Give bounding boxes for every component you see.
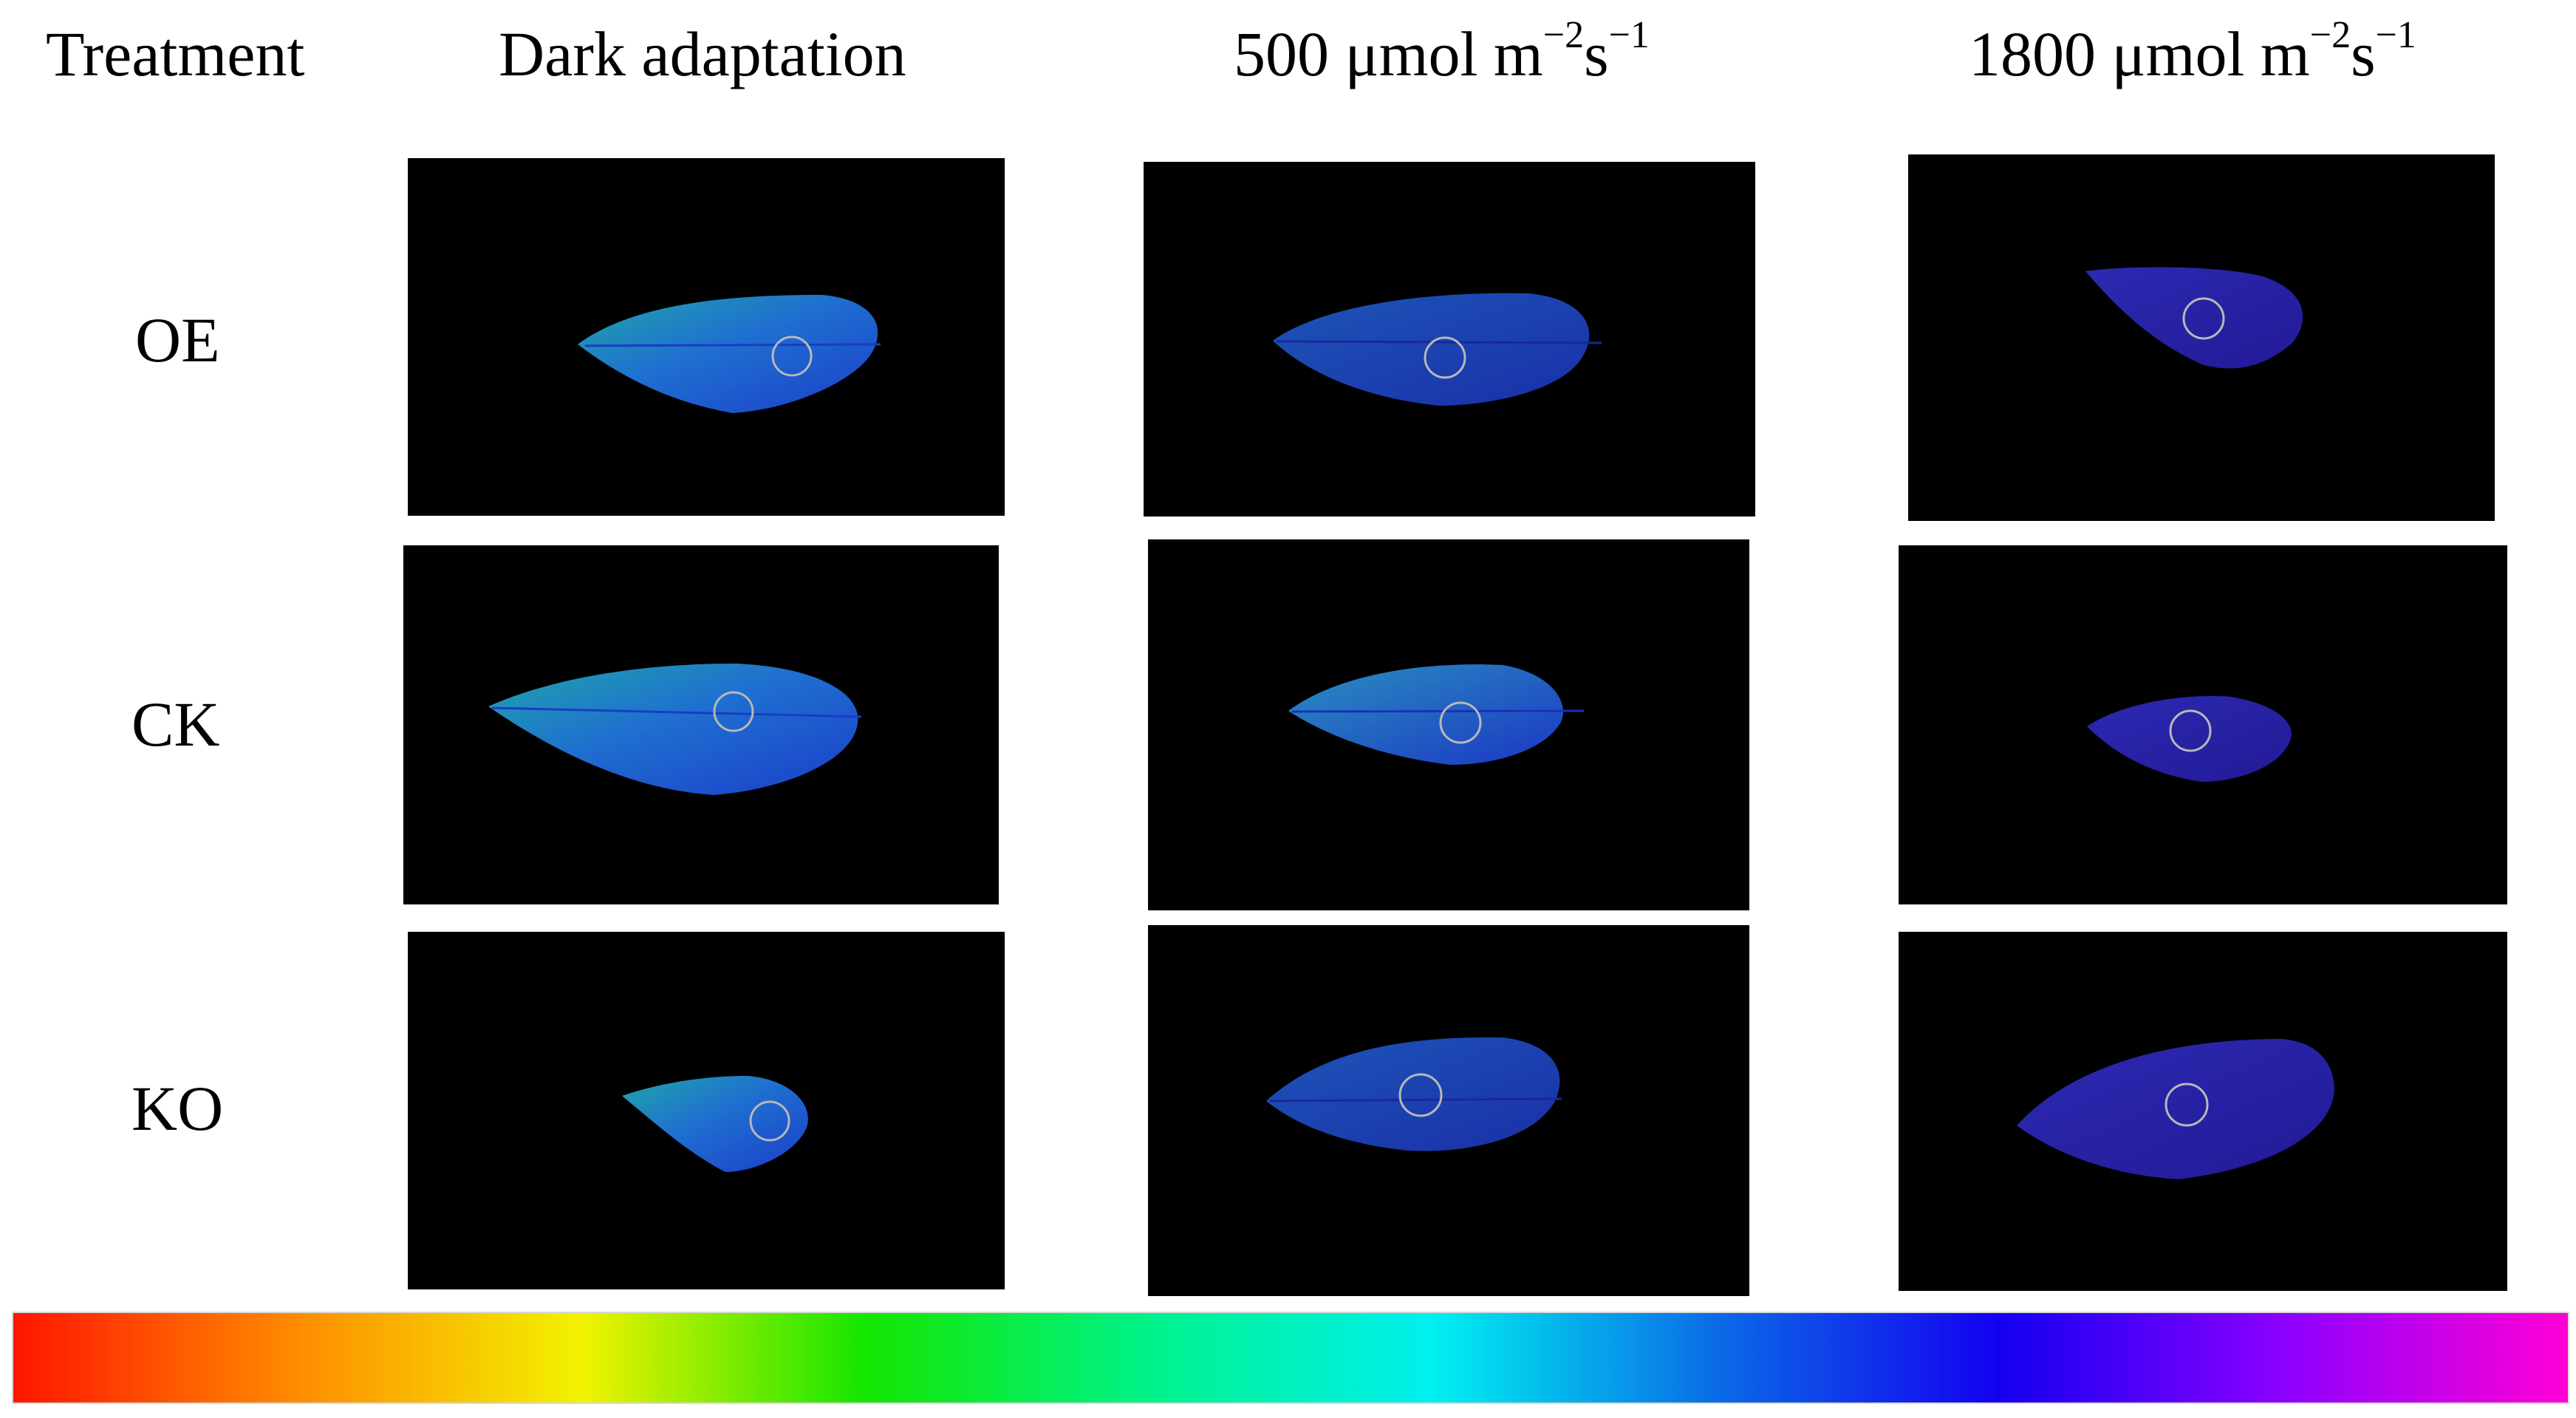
leaf-ko-1800 — [2017, 1039, 2334, 1179]
header-1800-umol: 1800 μmol m−2s−1 — [1969, 13, 2416, 95]
image-ko-dark-adaptation — [408, 932, 1005, 1289]
header-500-main: 500 μmol m — [1234, 18, 1543, 89]
image-ck-500-umol — [1148, 539, 1749, 910]
image-ck-1800-umol — [1899, 545, 2507, 904]
header-dark-adaptation: Dark adaptation — [499, 18, 906, 89]
row-label-oe: OE — [135, 304, 220, 375]
header-500-sup1: −2 — [1542, 14, 1585, 56]
header-500-sup2: −1 — [1608, 14, 1650, 56]
aoi-circle — [1424, 336, 1466, 379]
aoi-circle — [2169, 709, 2212, 752]
image-oe-1800-umol — [1908, 154, 2495, 521]
image-ko-1800-umol — [1899, 932, 2507, 1291]
aoi-circle — [771, 335, 813, 377]
header-1800-mid: s — [2351, 18, 2376, 89]
leaf-oe-500 — [1273, 293, 1590, 406]
leaf-ck-dark — [488, 664, 858, 795]
aoi-circle — [2165, 1083, 2209, 1127]
image-oe-dark-adaptation — [408, 158, 1005, 516]
header-500-umol: 500 μmol m−2s−1 — [1234, 13, 1650, 95]
image-ko-500-umol — [1148, 925, 1749, 1296]
header-1800-sup2: −1 — [2375, 14, 2416, 56]
aoi-circle — [713, 691, 754, 732]
row-label-ck: CK — [131, 689, 220, 760]
header-treatment: Treatment — [46, 18, 305, 89]
aoi-circle — [749, 1100, 790, 1142]
row-label-ko: KO — [131, 1073, 224, 1144]
image-ck-dark-adaptation — [403, 545, 999, 904]
leaf-ck-500 — [1288, 664, 1563, 765]
color-scale-bar — [12, 1312, 2569, 1404]
aoi-circle — [2182, 297, 2225, 340]
leaf-ck-1800 — [2087, 696, 2292, 782]
header-1800-sup1: −2 — [2309, 14, 2351, 56]
aoi-circle — [1439, 701, 1482, 744]
aoi-circle — [1398, 1073, 1443, 1117]
image-oe-500-umol — [1144, 162, 1755, 517]
leaf-ko-dark — [622, 1076, 808, 1172]
leaf-oe-dark — [578, 295, 878, 413]
header-500-mid: s — [1584, 18, 1609, 89]
leaf-ko-500 — [1266, 1037, 1560, 1151]
header-1800-main: 1800 μmol m — [1969, 18, 2310, 89]
leaf-oe-1800 — [2085, 267, 2303, 369]
